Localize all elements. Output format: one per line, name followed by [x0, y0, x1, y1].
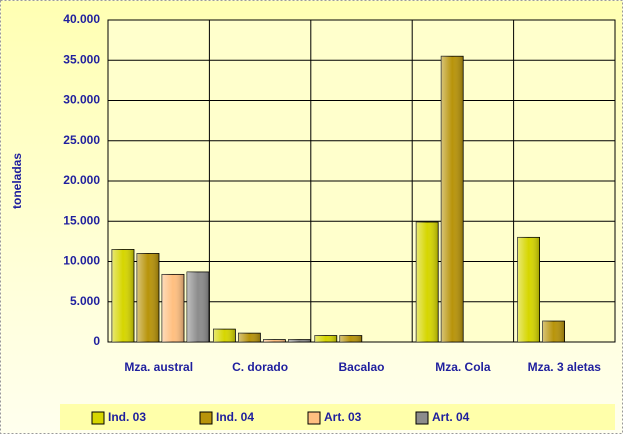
bar — [415, 221, 439, 343]
bar — [440, 55, 464, 343]
y-axis-label: toneladas — [10, 153, 24, 209]
legend-band — [60, 404, 615, 430]
x-tick-label: Mza. austral — [124, 360, 193, 374]
x-tick-label: Bacalao — [338, 360, 384, 374]
y-tick-label: 40.000 — [63, 12, 100, 26]
y-tick-label: 15.000 — [63, 213, 100, 227]
bar — [161, 273, 185, 343]
bar — [136, 253, 160, 343]
x-tick-label: Mza. Cola — [435, 360, 491, 374]
legend-label: Art. 03 — [324, 410, 362, 424]
y-tick-label: 35.000 — [63, 52, 100, 66]
legend-swatch — [199, 411, 213, 425]
bar — [111, 249, 135, 343]
legend-label: Ind. 03 — [108, 410, 146, 424]
bar — [517, 236, 540, 343]
legend-swatch — [415, 411, 429, 425]
bar — [287, 339, 311, 343]
y-tick-label: 0 — [93, 334, 100, 348]
y-tick-label: 5.000 — [70, 294, 100, 308]
y-tick-label: 30.000 — [63, 93, 100, 107]
legend-swatch — [307, 411, 321, 425]
bar — [339, 335, 363, 343]
bar — [186, 271, 210, 343]
bar — [314, 335, 338, 343]
legend-label: Art. 04 — [432, 410, 470, 424]
bar — [237, 332, 261, 343]
y-tick-label: 10.000 — [63, 254, 100, 268]
bar — [262, 339, 286, 343]
legend-swatch — [91, 411, 105, 425]
y-tick-label: 25.000 — [63, 133, 100, 147]
bar — [212, 328, 236, 343]
x-tick-label: Mza. 3 aletas — [528, 360, 602, 374]
x-tick-label: C. dorado — [232, 360, 288, 374]
bar — [542, 320, 565, 343]
legend-label: Ind. 04 — [216, 410, 254, 424]
y-tick-label: 20.000 — [63, 173, 100, 187]
